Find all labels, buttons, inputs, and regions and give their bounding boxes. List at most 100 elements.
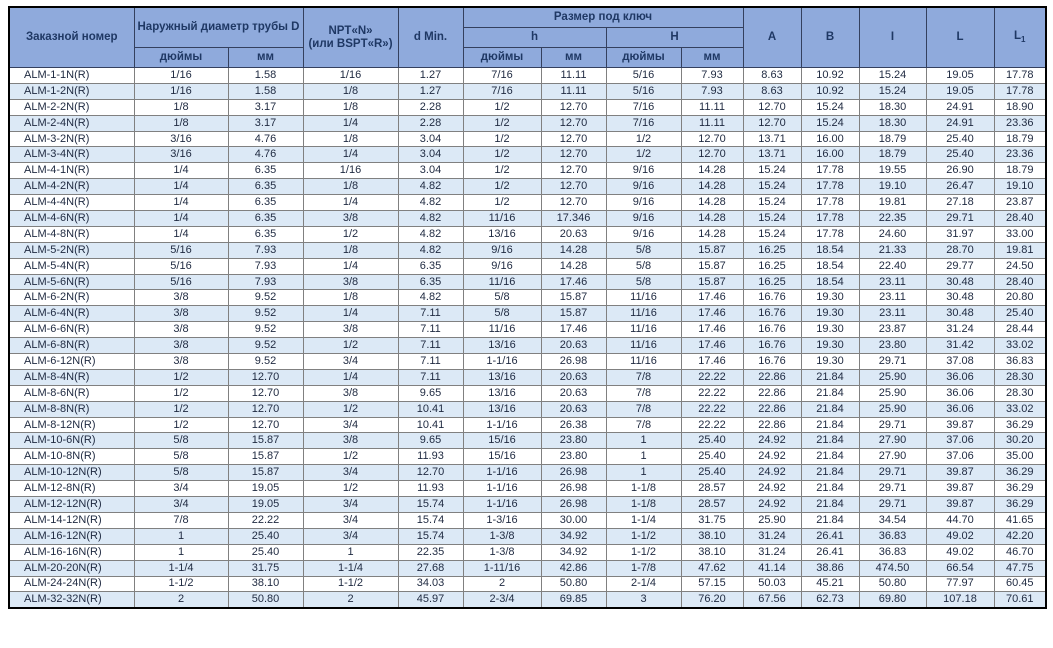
value-cell: 21.84 [800, 464, 860, 482]
value-cell: 1/2 [462, 114, 542, 132]
value-cell: 1/2 [605, 146, 682, 164]
value-cell: 19.05 [227, 496, 304, 513]
value-cell: 25.40 [925, 146, 995, 164]
value-cell: 12.70 [540, 178, 607, 196]
value-cell: 27.18 [925, 194, 995, 212]
value-cell: 15.87 [540, 289, 607, 307]
value-cell: 24.92 [742, 448, 802, 466]
value-cell: 1-1/2 [133, 575, 229, 593]
value-cell: 22.22 [680, 416, 744, 434]
header-H-inches: дюймы [605, 47, 682, 68]
table-row: ALM-12-12N(R) 3/4 19.05 3/4 15.74 1-1/16 26.98… [8, 496, 1047, 513]
table-row: ALM-2-2N(R) 1/8 3.17 1/8 2.28 1/2 12.70 7/16 11.… [8, 98, 1047, 116]
value-cell: 14.28 [680, 210, 744, 227]
value-cell: 15.24 [800, 114, 860, 132]
table-row: ALM-4-8N(R) 1/4 6.35 1/2 4.82 13/16 20.63 9/16 1… [8, 225, 1047, 243]
value-cell: 31.97 [925, 225, 995, 243]
value-cell: 26.98 [540, 353, 607, 370]
header-col-i: I [858, 6, 927, 68]
value-cell: 1/8 [302, 130, 399, 148]
table-row: ALM-5-6N(R) 5/16 7.93 3/8 6.35 11/16 17.46 5/8 1… [8, 273, 1047, 291]
value-cell: 23.80 [540, 432, 607, 450]
value-cell: 49.02 [925, 527, 995, 545]
value-cell: 6.35 [227, 225, 304, 243]
value-cell: 7/8 [605, 400, 682, 418]
value-cell: 14.28 [540, 241, 607, 259]
value-cell: 15.74 [397, 511, 464, 529]
value-cell: 19.10 [993, 178, 1047, 196]
value-cell: 25.40 [227, 527, 304, 545]
value-cell: 5/8 [605, 273, 682, 291]
value-cell: 7.93 [227, 241, 304, 259]
order-number-cell: ALM-10-6N(R) [8, 432, 135, 450]
order-number-cell: ALM-16-12N(R) [8, 527, 135, 545]
value-cell: 26.90 [925, 162, 995, 180]
value-cell: 11/16 [462, 273, 542, 291]
value-cell: 1/2 [462, 130, 542, 148]
value-cell: 12.70 [540, 114, 607, 132]
value-cell: 2-3/4 [462, 591, 542, 609]
order-number-cell: ALM-8-4N(R) [8, 368, 135, 386]
value-cell: 1-3/8 [462, 543, 542, 561]
header-h-group: h [462, 27, 607, 48]
value-cell: 31.24 [925, 321, 995, 339]
header-thread: NPT«N» (или BSPT«R») [302, 6, 399, 68]
value-cell: 3/8 [133, 305, 229, 323]
value-cell: 11/16 [605, 321, 682, 339]
value-cell: 7/8 [605, 368, 682, 386]
value-cell: 34.92 [540, 527, 607, 545]
value-cell: 22.86 [742, 368, 802, 386]
value-cell: 1-7/8 [605, 559, 682, 577]
value-cell: 17.46 [680, 337, 744, 355]
value-cell: 9/16 [605, 178, 682, 196]
value-cell: 50.80 [227, 591, 304, 609]
value-cell: 1/8 [302, 289, 399, 307]
value-cell: 13/16 [462, 337, 542, 355]
table-row: ALM-8-12N(R) 1/2 12.70 3/4 10.41 1-1/16 26.38 7… [8, 416, 1047, 434]
value-cell: 15.87 [680, 273, 744, 291]
value-cell: 31.42 [925, 337, 995, 355]
value-cell: 28.40 [993, 210, 1047, 227]
value-cell: 13/16 [462, 368, 542, 386]
value-cell: 1/16 [133, 67, 229, 84]
header-col-b: B [800, 6, 860, 68]
value-cell: 70.61 [993, 591, 1047, 609]
value-cell: 22.22 [227, 511, 304, 529]
order-number-cell: ALM-2-4N(R) [8, 114, 135, 132]
order-number-cell: ALM-16-16N(R) [8, 543, 135, 561]
header-col-l: L [925, 6, 995, 68]
value-cell: 28.44 [993, 321, 1047, 339]
value-cell: 36.83 [858, 527, 927, 545]
value-cell: 41.65 [993, 511, 1047, 529]
value-cell: 1/2 [133, 384, 229, 402]
table-body: ALM-1-1N(R) 1/16 1.58 1/16 1.27 7/16 11.11 5/16… [8, 67, 1047, 609]
value-cell: 3/4 [133, 496, 229, 513]
value-cell: 11/16 [605, 353, 682, 370]
value-cell: 31.75 [680, 511, 744, 529]
value-cell: 36.06 [925, 400, 995, 418]
value-cell: 6.35 [397, 273, 464, 291]
value-cell: 17.78 [993, 82, 1047, 100]
value-cell: 11/16 [605, 337, 682, 355]
value-cell: 19.30 [800, 353, 860, 370]
value-cell: 38.10 [680, 543, 744, 561]
value-cell: 9.52 [227, 321, 304, 339]
header-h-inches: дюймы [462, 47, 542, 68]
value-cell: 17.78 [800, 225, 860, 243]
value-cell: 69.85 [540, 591, 607, 609]
value-cell: 11/16 [605, 289, 682, 307]
value-cell: 20.63 [540, 384, 607, 402]
value-cell: 17.346 [540, 210, 607, 227]
value-cell: 1/2 [302, 337, 399, 355]
value-cell: 12.70 [227, 416, 304, 434]
value-cell: 15.24 [858, 82, 927, 100]
value-cell: 15/16 [462, 448, 542, 466]
value-cell: 23.11 [858, 305, 927, 323]
value-cell: 6.35 [227, 194, 304, 212]
value-cell: 45.97 [397, 591, 464, 609]
value-cell: 5/16 [133, 273, 229, 291]
value-cell: 4.76 [227, 130, 304, 148]
value-cell: 42.20 [993, 527, 1047, 545]
value-cell: 3/4 [302, 353, 399, 370]
table-row: ALM-16-12N(R) 1 25.40 3/4 15.74 1-3/8 34.92 1-1… [8, 527, 1047, 545]
